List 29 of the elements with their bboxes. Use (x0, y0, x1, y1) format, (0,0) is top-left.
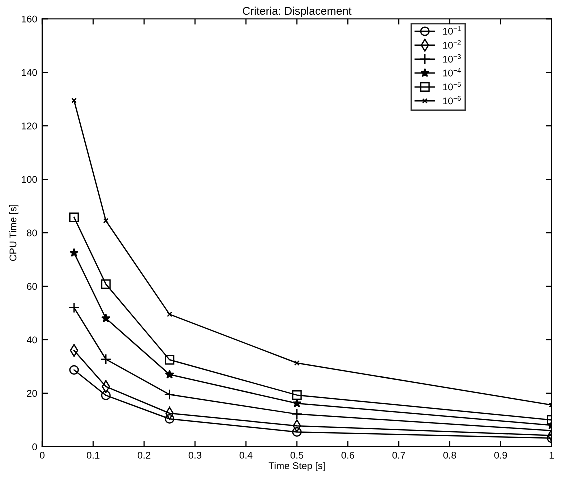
legend-label: 10$^{−2}$ (443, 40, 461, 49)
x-tick-label: 0.7 (392, 452, 406, 459)
x-tick-label: 0.2 (138, 452, 151, 459)
chart-title: Criteria: Displacement (243, 6, 352, 18)
y-tick-label: 80 (27, 230, 38, 237)
legend-label: 10$^{−4}$ (443, 68, 462, 77)
legend-label: 10$^{−1}$ (443, 26, 461, 35)
y-axis-title: CPU Time [s] (10, 205, 19, 262)
y-tick-label: 120 (22, 122, 38, 130)
legend-label: 10$^{−5}$ (443, 82, 462, 91)
x-tick-label: 0.6 (342, 452, 354, 459)
y-tick-label: 60 (27, 283, 38, 290)
y-tick-label: 20 (27, 390, 38, 398)
x-tick-label: 0 (40, 452, 45, 459)
legend-label: 10$^{−3}$ (443, 54, 461, 63)
y-tick-label: 140 (22, 69, 38, 76)
legend-label: 10$^{−6}$ (443, 96, 461, 105)
x-tick-label: 0.4 (240, 452, 253, 459)
y-tick-label: 0 (32, 444, 38, 451)
x-tick-label: 0.5 (290, 452, 304, 459)
x-tick-label: 0.1 (87, 452, 100, 459)
y-tick-label: 40 (27, 336, 38, 344)
x-tick-label: 0.8 (444, 452, 456, 459)
x-axis-title: Time Step [s] (268, 462, 325, 472)
y-tick-label: 160 (22, 16, 38, 23)
y-tick-label: 100 (22, 176, 38, 184)
x-tick-label: 1 (550, 452, 554, 459)
x-tick-label: 0.3 (188, 452, 202, 459)
x-tick-label: 0.9 (494, 452, 508, 459)
